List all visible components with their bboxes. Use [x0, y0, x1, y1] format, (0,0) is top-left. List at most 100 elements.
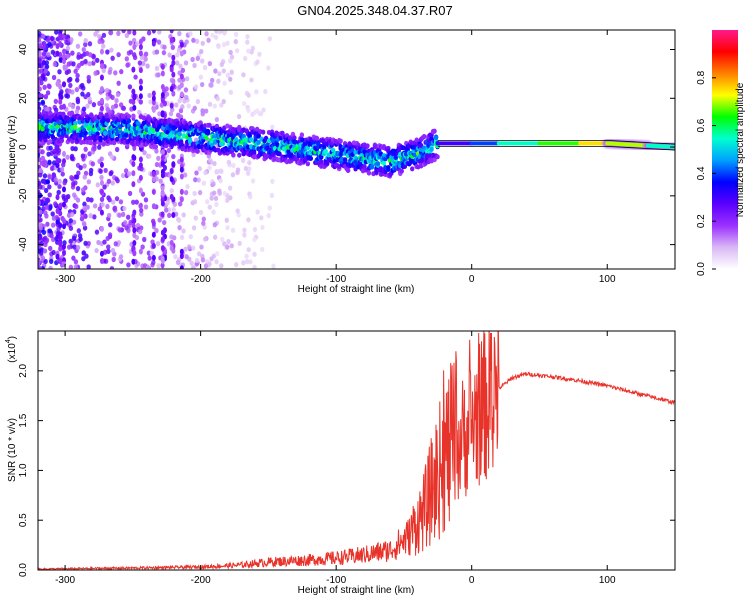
heatmap-cell [429, 146, 434, 152]
heatmap-cell [82, 225, 88, 231]
heatmap-cell [251, 150, 257, 156]
heatmap-cell [211, 209, 216, 215]
heatmap-cell [48, 245, 53, 252]
snr-x-label: Height of straight line (km) [298, 585, 415, 596]
heatmap-cell [118, 254, 124, 260]
heatmap-cell [169, 85, 174, 92]
heatmap-cell [66, 61, 72, 67]
heatmap-cell [102, 184, 107, 190]
heatmap-cell [70, 50, 75, 56]
heatmap-cell [64, 93, 69, 99]
colorbar-tick-label: 0.6 [696, 118, 707, 132]
heatmap-cell [217, 71, 222, 77]
heatmap-cell [81, 106, 87, 112]
heatmap-cell [118, 199, 124, 205]
heatmap-cell [81, 256, 86, 262]
heatmap-cell [195, 148, 200, 154]
heatmap-cell [292, 135, 297, 141]
heatmap-cell [132, 154, 137, 161]
heatmap-cell [87, 96, 92, 102]
heatmap-cell [165, 129, 170, 135]
heatmap-cell [41, 40, 47, 47]
heatmap-cell [177, 225, 182, 231]
heatmap-cell [88, 213, 93, 219]
heatmap-cell [43, 137, 48, 143]
heatmap-cell [78, 165, 83, 171]
heatmap-cell [151, 254, 156, 261]
spectrogram-y-tick-label: -20 [18, 188, 29, 203]
heatmap-cell [179, 82, 184, 89]
heatmap-cell [95, 57, 100, 63]
heatmap-cell [200, 257, 206, 263]
heatmap-cell [169, 66, 174, 73]
heatmap-cell [40, 149, 45, 155]
heatmap-cell [135, 41, 140, 47]
heatmap-cell [38, 42, 42, 49]
heatmap-cell [194, 257, 200, 264]
heatmap-cell [191, 37, 196, 43]
heatmap-cell [101, 32, 107, 38]
heatmap-cell [234, 136, 239, 142]
heatmap-cell [97, 144, 102, 150]
heatmap-cell [66, 77, 72, 83]
heatmap-cell [92, 146, 97, 152]
heatmap-cell [55, 233, 60, 240]
heatmap-cell [270, 178, 275, 184]
heatmap-cell [82, 201, 87, 207]
heatmap-cell [116, 80, 121, 86]
heatmap-cell [132, 44, 137, 51]
heatmap-cell [109, 47, 114, 53]
heatmap-cell [240, 157, 246, 164]
heatmap-cell [99, 209, 104, 216]
heatmap-cell [99, 196, 105, 202]
heatmap-cell [175, 52, 180, 58]
heatmap-cell [160, 110, 165, 117]
heatmap-cell [169, 176, 174, 183]
heatmap-cell [94, 229, 100, 235]
heatmap-cell [147, 92, 152, 99]
heatmap-cell [154, 161, 160, 168]
heatmap-cell [175, 259, 181, 265]
heatmap-cell [186, 103, 191, 109]
heatmap-cell [53, 177, 58, 183]
snr-frame [37, 330, 676, 571]
heatmap-cell [81, 85, 86, 91]
heatmap-cell [80, 153, 86, 159]
heatmap-cell [207, 204, 212, 210]
heatmap-cell [57, 183, 62, 190]
heatmap-cell [193, 177, 198, 183]
heatmap-cell [217, 188, 222, 194]
heatmap-cell [47, 192, 52, 198]
heatmap-cell [86, 264, 91, 269]
heatmap-cell [38, 248, 42, 254]
heatmap-cell [138, 50, 143, 57]
heatmap-cell [83, 146, 88, 152]
heatmap-cell [141, 60, 146, 67]
heatmap-cell [225, 197, 230, 203]
heatmap-cell [247, 166, 252, 172]
heatmap-cell [197, 189, 203, 196]
heatmap-cell [132, 54, 138, 61]
heatmap-cell [131, 113, 136, 119]
heatmap-cell [40, 126, 45, 132]
heatmap-cell [105, 117, 111, 123]
heatmap-cell [73, 124, 78, 130]
heatmap-cell [151, 203, 156, 210]
heatmap-cell [114, 176, 119, 182]
heatmap-cell [260, 129, 266, 135]
heatmap-cell [178, 63, 183, 69]
heatmap-cell [146, 30, 152, 36]
heatmap-cell [192, 62, 197, 69]
heatmap-cell [205, 129, 211, 135]
spectrogram-x-tick-label: -200 [191, 274, 211, 285]
heatmap-cell [178, 108, 184, 114]
heatmap-cell [203, 236, 208, 242]
heatmap-cell [73, 264, 79, 269]
snr-x-tick-label: -100 [326, 575, 346, 586]
heatmap-cell [111, 140, 117, 146]
heatmap-cell [48, 204, 53, 210]
heatmap-cell [107, 232, 113, 238]
heatmap-cell [131, 170, 136, 177]
heatmap-cell [227, 185, 233, 191]
heatmap-cell [191, 245, 196, 251]
